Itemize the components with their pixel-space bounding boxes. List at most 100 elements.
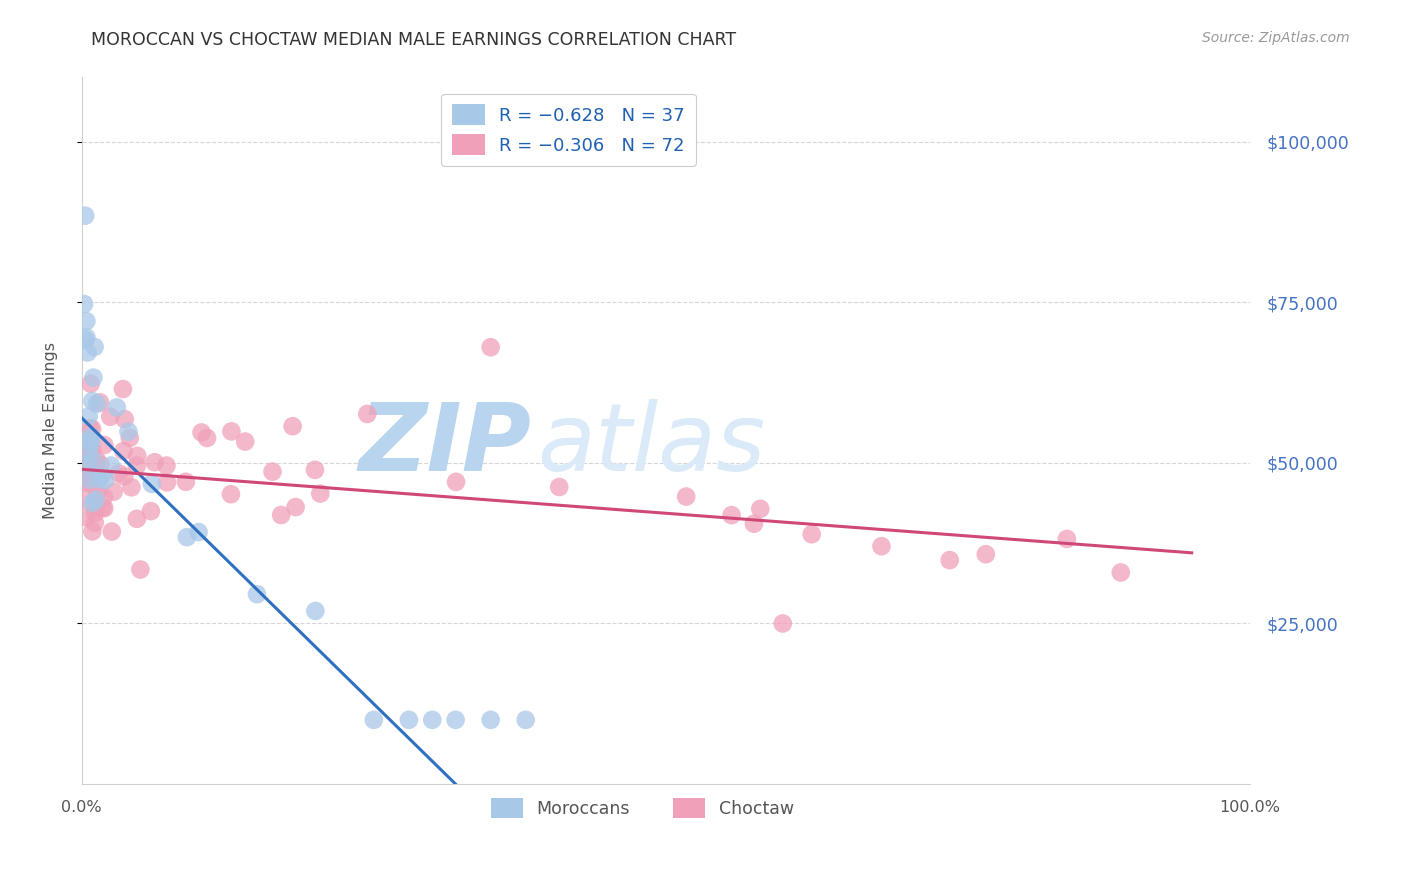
Point (73, 297, 96, 311)
Point (221, 425, 243, 439)
Point (76, 458, 98, 472)
Point (86, 453, 108, 467)
Point (75, 330, 97, 344)
Point (246, 587, 269, 601)
Point (444, 713, 467, 727)
Point (93, 501, 115, 516)
Point (86, 397, 108, 411)
Point (76, 439, 98, 453)
Point (515, 713, 537, 727)
Point (82, 442, 104, 457)
Point (75, 491, 97, 506)
Point (82, 422, 104, 436)
Point (187, 525, 209, 540)
Point (195, 431, 218, 445)
Point (114, 412, 136, 426)
Point (262, 465, 284, 479)
Text: Source: ZipAtlas.com: Source: ZipAtlas.com (1202, 31, 1350, 45)
Point (284, 500, 307, 515)
Point (75, 333, 97, 347)
Point (749, 501, 772, 516)
Point (479, 340, 502, 354)
Point (77, 456, 100, 470)
Point (398, 713, 420, 727)
Point (86, 470, 108, 484)
Text: ZIP: ZIP (359, 399, 531, 491)
Point (125, 458, 148, 473)
Point (141, 476, 163, 491)
Point (1109, 566, 1132, 580)
Point (79, 473, 101, 487)
Point (80, 436, 103, 450)
Point (800, 527, 823, 541)
Text: MOROCCAN VS CHOCTAW MEDIAN MALE EARNINGS CORRELATION CHART: MOROCCAN VS CHOCTAW MEDIAN MALE EARNINGS… (91, 31, 737, 49)
Point (112, 469, 135, 483)
Point (117, 425, 139, 439)
Text: atlas: atlas (537, 400, 766, 491)
Point (75, 453, 97, 467)
Point (129, 562, 152, 576)
Point (420, 713, 443, 727)
Point (772, 616, 794, 631)
Y-axis label: Median Male Earnings: Median Male Earnings (44, 343, 58, 519)
Point (270, 508, 292, 522)
Point (363, 713, 385, 727)
Point (80, 476, 103, 491)
Point (82, 394, 104, 409)
Point (93, 490, 115, 504)
Point (98, 409, 121, 424)
Point (112, 444, 135, 458)
Point (83, 340, 105, 354)
Point (479, 713, 502, 727)
Point (1056, 532, 1078, 546)
Point (91, 500, 114, 515)
Point (444, 475, 467, 489)
Point (84, 506, 107, 520)
Point (75, 509, 97, 524)
Point (77, 442, 100, 456)
Point (84, 460, 107, 475)
Point (76, 475, 98, 490)
Point (75, 445, 97, 459)
Point (304, 463, 326, 477)
Point (103, 484, 125, 499)
Point (156, 475, 179, 490)
Point (720, 508, 742, 523)
Point (742, 516, 765, 531)
Point (82, 370, 104, 384)
Point (548, 480, 571, 494)
Point (100, 458, 122, 473)
Point (155, 458, 177, 473)
Point (83, 516, 105, 530)
Point (84, 492, 107, 507)
Point (190, 425, 212, 440)
Point (938, 553, 960, 567)
Point (675, 490, 697, 504)
Point (79, 421, 101, 435)
Point (93, 438, 115, 452)
Point (176, 530, 198, 544)
Point (75, 469, 97, 483)
Point (356, 407, 378, 421)
Point (82, 496, 104, 510)
Point (309, 486, 332, 500)
Point (84, 500, 107, 515)
Point (80, 429, 103, 443)
Point (120, 480, 142, 494)
Point (127, 449, 149, 463)
Point (118, 431, 141, 445)
Point (143, 455, 166, 469)
Legend: Moroccans, Choctaw: Moroccans, Choctaw (485, 791, 800, 825)
Point (105, 401, 128, 415)
Point (111, 382, 134, 396)
Point (304, 604, 326, 618)
Point (80, 376, 103, 391)
Point (75, 461, 97, 475)
Point (89, 458, 111, 472)
Point (974, 547, 997, 561)
Point (219, 487, 242, 501)
Point (82, 454, 104, 468)
Point (77, 409, 100, 424)
Point (281, 419, 304, 434)
Point (75, 314, 97, 328)
